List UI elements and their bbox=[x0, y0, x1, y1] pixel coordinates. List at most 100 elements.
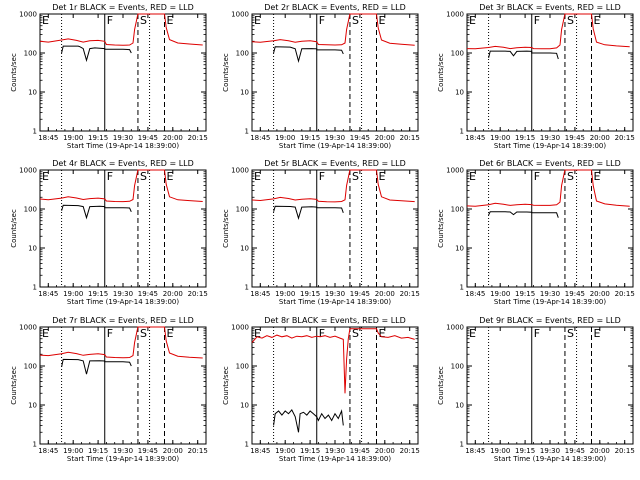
x-tick-label: 20:00 bbox=[163, 134, 183, 142]
y-tick-label: 1 bbox=[245, 441, 249, 449]
plot-frame bbox=[39, 13, 207, 132]
x-tick-label: 20:15 bbox=[188, 447, 208, 455]
plot-frame bbox=[39, 326, 207, 445]
marker-label: E bbox=[594, 170, 601, 183]
marker-label: S bbox=[352, 14, 359, 27]
marker-label: S bbox=[352, 327, 359, 340]
x-tick-label: 20:00 bbox=[375, 134, 395, 142]
panel-det-5: Det 5r BLACK = Events, RED = LLD 1 10 100 10… bbox=[222, 159, 420, 306]
events-series-line bbox=[61, 45, 132, 63]
x-tick-label: 18:45 bbox=[250, 290, 270, 298]
marker-label: E bbox=[167, 170, 174, 183]
panel-det-1: Det 1r BLACK = Events, RED = LLD 1 10 100 10… bbox=[10, 3, 208, 150]
x-tick-label: 19:30 bbox=[325, 447, 345, 455]
y-tick-label: 100 bbox=[451, 363, 464, 371]
x-axis-label: Start Time (19-Apr-14 18:39:00) bbox=[279, 298, 391, 306]
marker-label: F bbox=[107, 170, 113, 183]
marker-label: E bbox=[594, 327, 601, 340]
y-tick-label: 10 bbox=[28, 402, 37, 410]
x-tick-label: 19:00 bbox=[63, 134, 83, 142]
marker-label: S bbox=[140, 170, 147, 183]
panel-det-2: Det 2r BLACK = Events, RED = LLD 1 10 100 10… bbox=[222, 3, 420, 150]
x-tick-label: 20:15 bbox=[400, 134, 420, 142]
y-tick-label: 1000 bbox=[231, 167, 249, 175]
x-axis-label: Start Time (19-Apr-14 18:39:00) bbox=[494, 298, 606, 306]
x-tick-label: 18:45 bbox=[465, 290, 485, 298]
x-tick-label: 19:15 bbox=[300, 447, 320, 455]
panel-title: Det 1r BLACK = Events, RED = LLD bbox=[52, 3, 194, 12]
lld-series-line bbox=[251, 13, 415, 46]
y-tick-label: 1000 bbox=[231, 11, 249, 19]
marker-label: S bbox=[567, 170, 574, 183]
marker-label: F bbox=[319, 327, 325, 340]
y-axis-label: Counts/sec bbox=[437, 366, 445, 405]
x-tick-label: 19:00 bbox=[275, 290, 295, 298]
x-tick-label: 19:00 bbox=[490, 134, 510, 142]
y-tick-label: 100 bbox=[24, 50, 37, 58]
x-tick-label: 20:00 bbox=[375, 290, 395, 298]
plot-frame bbox=[251, 13, 419, 132]
x-tick-label: 19:00 bbox=[275, 134, 295, 142]
x-tick-label: 20:15 bbox=[188, 134, 208, 142]
x-tick-label: 20:00 bbox=[375, 447, 395, 455]
marker-label: F bbox=[534, 170, 540, 183]
x-tick-label: 20:15 bbox=[615, 134, 635, 142]
plot-frame bbox=[251, 169, 419, 288]
x-tick-label: 19:15 bbox=[515, 290, 535, 298]
panel-title: Det 9r BLACK = Events, RED = LLD bbox=[479, 316, 621, 325]
y-tick-label: 100 bbox=[24, 206, 37, 214]
x-tick-label: 19:45 bbox=[138, 290, 158, 298]
marker-label: F bbox=[107, 14, 113, 27]
x-tick-label: 19:30 bbox=[113, 290, 133, 298]
y-axis-label: Counts/sec bbox=[10, 209, 18, 248]
plot-frame bbox=[466, 169, 634, 288]
x-tick-label: 19:45 bbox=[565, 134, 585, 142]
x-tick-label: 20:15 bbox=[400, 447, 420, 455]
x-tick-label: 18:45 bbox=[465, 134, 485, 142]
y-tick-label: 1000 bbox=[19, 167, 37, 175]
x-tick-label: 20:00 bbox=[590, 134, 610, 142]
panel-title: Det 2r BLACK = Events, RED = LLD bbox=[264, 3, 406, 12]
lld-series-line bbox=[251, 169, 415, 203]
marker-label: E bbox=[469, 14, 476, 27]
x-tick-label: 18:45 bbox=[465, 447, 485, 455]
lld-series-line bbox=[251, 328, 415, 394]
x-tick-label: 19:30 bbox=[325, 134, 345, 142]
events-series-line bbox=[273, 46, 344, 64]
x-axis-label: Start Time (19-Apr-14 18:39:00) bbox=[67, 298, 179, 306]
y-tick-label: 10 bbox=[455, 89, 464, 97]
marker-label: E bbox=[254, 170, 261, 183]
y-tick-label: 100 bbox=[236, 50, 249, 58]
panel-det-8: Det 8r BLACK = Events, RED = LLD 1 10 100 10… bbox=[222, 316, 420, 463]
marker-label: F bbox=[319, 170, 325, 183]
x-tick-label: 20:15 bbox=[615, 447, 635, 455]
x-tick-label: 18:45 bbox=[38, 134, 58, 142]
y-tick-label: 1000 bbox=[231, 324, 249, 332]
panel-det-3: Det 3r BLACK = Events, RED = LLD 1 10 100 10… bbox=[437, 3, 635, 150]
y-tick-label: 1 bbox=[245, 284, 249, 292]
events-series-line bbox=[273, 205, 344, 220]
marker-label: S bbox=[140, 327, 147, 340]
y-tick-label: 10 bbox=[240, 402, 249, 410]
x-tick-label: 19:30 bbox=[540, 134, 560, 142]
y-axis-label: Counts/sec bbox=[10, 53, 18, 92]
y-axis-label: Counts/sec bbox=[222, 53, 230, 92]
x-tick-label: 19:15 bbox=[300, 134, 320, 142]
x-tick-label: 19:45 bbox=[565, 290, 585, 298]
marker-label: E bbox=[42, 170, 49, 183]
y-tick-label: 1 bbox=[460, 284, 464, 292]
x-tick-label: 19:45 bbox=[350, 447, 370, 455]
x-tick-label: 18:45 bbox=[250, 447, 270, 455]
x-axis-label: Start Time (19-Apr-14 18:39:00) bbox=[67, 142, 179, 150]
marker-label: S bbox=[352, 170, 359, 183]
events-series-line bbox=[61, 204, 132, 220]
y-tick-label: 1000 bbox=[446, 11, 464, 19]
x-tick-label: 19:15 bbox=[88, 134, 108, 142]
y-tick-label: 100 bbox=[24, 363, 37, 371]
marker-label: E bbox=[379, 14, 386, 27]
lld-series-line bbox=[466, 169, 630, 207]
x-axis-label: Start Time (19-Apr-14 18:39:00) bbox=[494, 142, 606, 150]
x-tick-label: 19:30 bbox=[325, 290, 345, 298]
y-tick-label: 1 bbox=[245, 128, 249, 136]
